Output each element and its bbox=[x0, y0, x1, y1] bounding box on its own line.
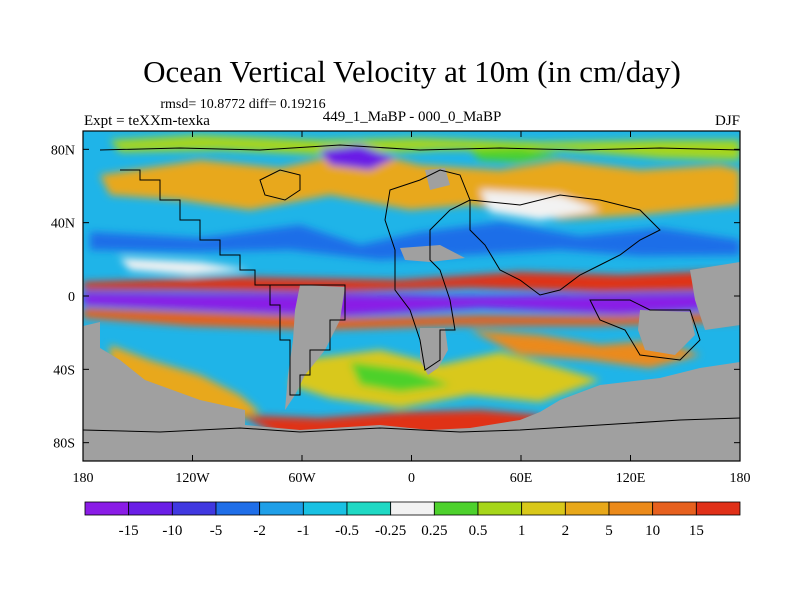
colorbar-label: -0.25 bbox=[375, 523, 406, 539]
x-axis: 180 120W 60W 0 60E 120E 180 bbox=[73, 131, 751, 486]
colorbar-swatch bbox=[390, 501, 435, 516]
patch-south-orange-west bbox=[110, 345, 260, 420]
patch-purple-equator bbox=[83, 293, 740, 316]
colorbar-swatch bbox=[521, 501, 566, 516]
x-tick-label: 180 bbox=[730, 471, 751, 486]
coastline-asia bbox=[469, 194, 661, 296]
coastline-antarctica bbox=[83, 417, 740, 433]
difference-label: 449_1_MaBP - 000_0_MaBP bbox=[323, 109, 502, 125]
x-tick-label: 180 bbox=[73, 471, 94, 486]
coastline-maritime bbox=[589, 299, 701, 361]
coastline-europe-africa bbox=[384, 169, 471, 371]
patch-green-north bbox=[470, 148, 560, 162]
x-tick-label: 0 bbox=[408, 471, 415, 486]
x-tick-label: 60W bbox=[288, 471, 316, 486]
x-tick-label: 60E bbox=[510, 471, 533, 486]
colorbar-swatch bbox=[84, 501, 130, 516]
colorbar-swatch bbox=[302, 501, 348, 516]
colorbar-swatch bbox=[259, 501, 304, 516]
stats-label: rmsd= 10.8772 diff= 0.19216 bbox=[160, 97, 325, 112]
colorbar-swatch bbox=[346, 501, 392, 516]
colorbar-label: -2 bbox=[253, 523, 266, 539]
y-tick-label: 80N bbox=[51, 143, 75, 158]
colorbar-label: 5 bbox=[605, 523, 613, 539]
colorbar-swatch bbox=[652, 501, 697, 516]
experiment-label: Expt = teXXm-texka bbox=[84, 113, 210, 129]
y-tick-label: 0 bbox=[68, 290, 75, 305]
colorbar-swatch bbox=[564, 501, 610, 516]
colorbar-label: -5 bbox=[210, 523, 223, 539]
colorbar-swatch bbox=[608, 501, 654, 516]
coastline-high-arctic bbox=[99, 144, 740, 151]
season-label: DJF bbox=[715, 113, 740, 129]
colorbar-swatch bbox=[171, 501, 217, 516]
patch-blue-band-north bbox=[90, 222, 740, 260]
y-tick-label: 40N bbox=[51, 217, 75, 232]
patch-purple-north bbox=[320, 145, 395, 170]
colorbar-swatch bbox=[128, 501, 173, 516]
colorbar-swatch bbox=[695, 501, 741, 516]
colorbar-label: 0.5 bbox=[469, 523, 488, 539]
y-tick-label: 80S bbox=[53, 437, 75, 452]
land-australia bbox=[638, 310, 695, 355]
field-patches bbox=[83, 135, 740, 440]
colorbar-label: -15 bbox=[119, 523, 139, 539]
patch-red-equator-north bbox=[83, 270, 740, 292]
coastline-south-america bbox=[269, 284, 346, 396]
colorbar-label: 2 bbox=[562, 523, 570, 539]
patch-white-north bbox=[480, 190, 600, 220]
coastline-greenland bbox=[259, 169, 301, 201]
coastline-north-america bbox=[120, 169, 270, 286]
y-axis: 80N 40N 0 40S 80S bbox=[51, 143, 740, 452]
colorbar-swatch bbox=[477, 501, 523, 516]
colorbar: -15 -10 -5 -2 -1 -0.5 -0.25 0.25 0.5 1 2 5 10 15 bbox=[84, 501, 741, 539]
colorbar-label: 1 bbox=[518, 523, 526, 539]
patch-north-yellow bbox=[110, 135, 740, 160]
patch-south-orange-east bbox=[470, 330, 700, 368]
coastlines bbox=[83, 144, 740, 433]
colorbar-label: -10 bbox=[162, 523, 182, 539]
y-tick-label: 40S bbox=[53, 363, 75, 378]
land-scandinavia bbox=[425, 168, 450, 190]
colorbar-swatch bbox=[215, 501, 261, 516]
colorbar-label: -0.5 bbox=[335, 523, 359, 539]
land-africa bbox=[420, 328, 448, 375]
patch-red-equator-south bbox=[83, 308, 740, 330]
patch-green-south bbox=[350, 362, 450, 392]
colorbar-label: 15 bbox=[689, 523, 704, 539]
x-tick-label: 120W bbox=[175, 471, 210, 486]
colorbar-label: 0.25 bbox=[421, 523, 447, 539]
land-north-patch bbox=[400, 245, 465, 262]
map-field bbox=[83, 131, 740, 461]
colorbar-swatch bbox=[433, 501, 479, 516]
colorbar-label: 10 bbox=[645, 523, 660, 539]
chart-title: Ocean Vertical Velocity at 10m (in cm/da… bbox=[143, 54, 681, 89]
x-tick-label: 120E bbox=[616, 471, 646, 486]
colorbar-label: -1 bbox=[297, 523, 310, 539]
patch-white-mid bbox=[120, 258, 250, 275]
land-east-pacific-islands bbox=[690, 262, 740, 330]
